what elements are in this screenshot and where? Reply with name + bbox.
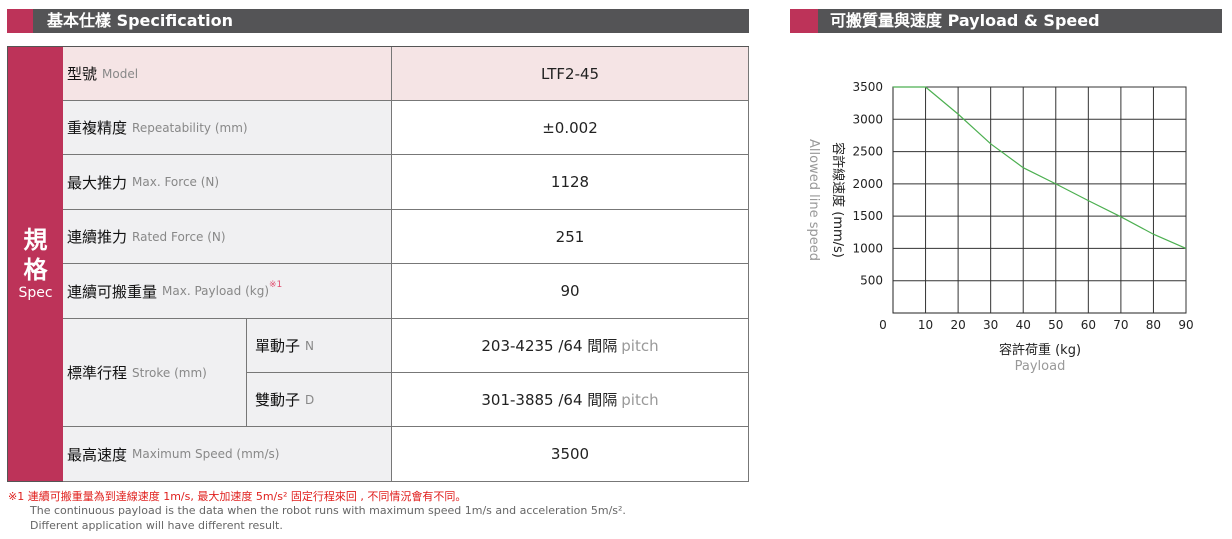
spec-table: 規 格 Spec 型號 Model LTF2-45 重複精度 Repeatability… [7,46,749,482]
stroke-label: 標準行程 Stroke (mm) [63,319,247,427]
spec-label: 連續推力 Rated Force (N) [63,210,392,264]
spec-value: 90 [392,264,749,319]
spec-label: 最高速度 Maximum Speed (mm/s) [63,427,392,482]
spec-label: 型號 Model [63,47,392,101]
label-zh: 標準行程 [67,364,128,382]
side-char: 格 [23,256,48,284]
spec-label: 重複精度 Repeatability (mm) [63,101,392,155]
side-en: Spec [18,285,53,301]
note-en-1: The continuous payload is the data when … [30,504,626,517]
unit-text: pitch [621,336,659,355]
x-tick-label: 10 [918,318,933,332]
plot-area [892,86,1187,314]
value-text: ±0.002 [542,118,598,137]
x-tick-label: 80 [1146,318,1161,332]
spec-label: 最大推力 Max. Force (N) [63,155,392,210]
y-tick-label: 2500 [852,145,883,159]
value-text: 90 [560,282,580,300]
label-en: Max. Payload (kg) [162,284,269,298]
label-zh: 重複精度 [67,119,128,137]
value-text: 251 [555,227,585,246]
spec-side-label: 規 格 Spec [8,47,63,481]
x-tick-label: 30 [983,318,998,332]
y-tick-label: 3500 [852,80,883,94]
label-en: Rated Force (N) [132,229,226,244]
value-text: 203-4235 /64 間隔 [481,337,618,355]
label-en: Stroke (mm) [132,365,207,380]
stroke-value: 301-3885 /64 間隔 pitch [392,373,749,427]
payload-speed-chart: 0 10 20 30 40 50 60 70 80 90 500 1000 1500 2000 2500 30… [806,80,1194,374]
unit-text: pitch [621,390,659,409]
label-zh: 單動子 [255,337,301,355]
x-axis-label-en: Payload [1015,359,1066,374]
value-text: 1128 [550,173,590,191]
value-text: 301-3885 /64 間隔 [481,391,618,409]
note-zh: ※1 連續可搬重量為到達線速度 1m/s, 最大加速度 5m/s² 固定行程來回… [8,490,467,503]
x-tick-label: 40 [1016,318,1031,332]
x-tick-label: 0 [879,318,887,332]
value-text: 3500 [550,445,590,463]
payload-title: 可搬質量與速度 Payload & Speed [830,11,1100,30]
label-en: Repeatability (mm) [132,120,248,135]
spec-header: 基本仕樣 Specification [7,9,749,33]
x-tick-label: 60 [1081,318,1096,332]
y-axis-label: 容許線速度 (mm/s) [830,142,846,258]
stroke-sub-label: 雙動子 D [247,373,392,427]
label-en: Model [102,66,139,81]
spec-value: ±0.002 [392,101,749,155]
x-tick-label: 20 [950,318,965,332]
label-zh: 最大推力 [67,173,128,192]
note-en-2: Different application will have differen… [30,519,283,532]
y-tick-label: 1000 [852,241,883,255]
speed-line [893,86,1187,249]
stroke-sub-label: 單動子 N [247,319,392,373]
y-tick-label: 500 [860,274,883,288]
label-zh: 連續可搬重量 [67,282,158,301]
value-text: LTF2-45 [540,64,600,83]
footnote-mark: ※1 [269,280,283,290]
y-tick-label: 2000 [852,177,883,191]
x-axis-label: 容許荷重 (kg) [999,342,1081,358]
label-en: Max. Force (N) [132,175,220,189]
label-zh: 型號 [67,65,98,83]
spec-value: 3500 [392,427,749,482]
label-en: Maximum Speed (mm/s) [132,447,280,461]
stroke-value: 203-4235 /64 間隔 pitch [392,319,749,373]
label-en: D [305,392,315,407]
side-char: 規 [23,226,48,254]
y-tick-label: 3000 [852,112,883,126]
y-tick-label: 1500 [852,209,883,223]
spec-label: 連續可搬重量 Max. Payload (kg) ※1 [63,264,392,319]
label-en: N [305,338,314,353]
spec-value: 251 [392,210,749,264]
spec-value: LTF2-45 [392,47,749,101]
y-axis-label-en: Allowed line speed [806,139,821,261]
x-tick-label: 90 [1178,318,1193,332]
payload-header: 可搬質量與速度 Payload & Speed [790,9,1222,33]
label-zh: 連續推力 [67,228,128,246]
label-zh: 最高速度 [67,445,128,464]
label-zh: 雙動子 [255,391,301,409]
x-tick-label: 70 [1113,318,1128,332]
spec-title: 基本仕樣 Specification [47,11,234,30]
spec-value: 1128 [392,155,749,210]
x-tick-label: 50 [1048,318,1063,332]
